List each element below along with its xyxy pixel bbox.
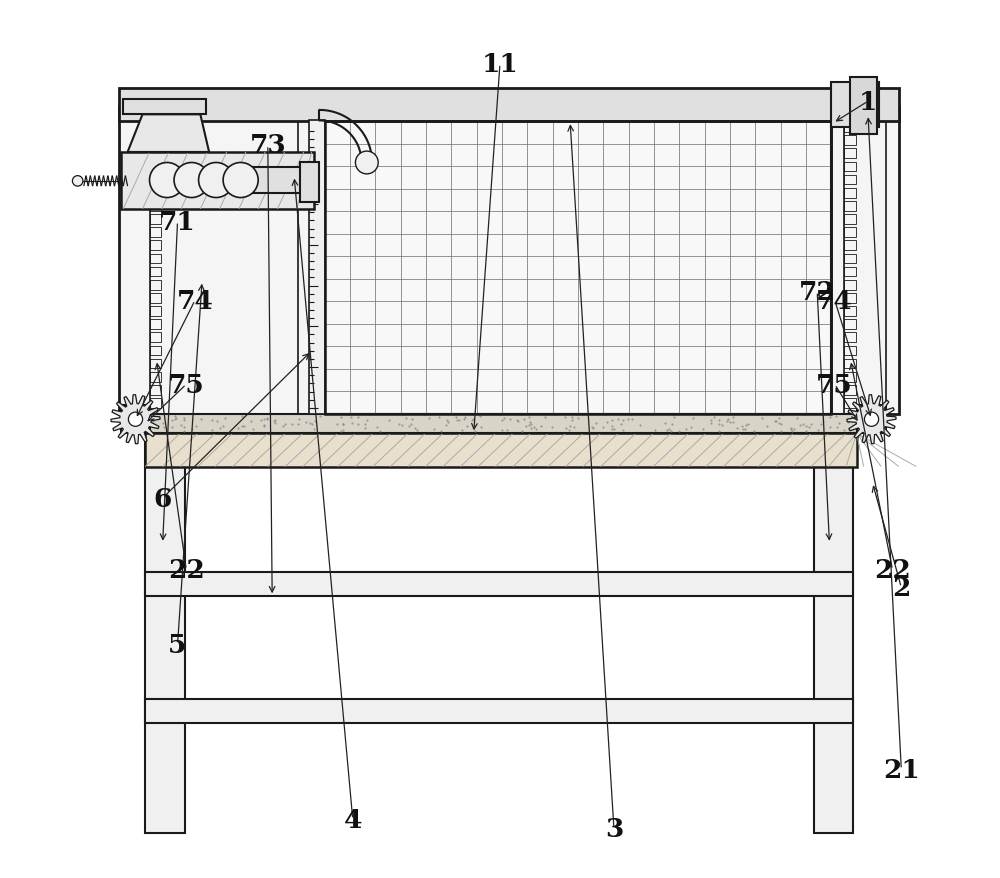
Bar: [150, 136, 161, 146]
Bar: [844, 333, 856, 342]
Text: 11: 11: [482, 52, 518, 77]
Text: 21: 21: [883, 758, 920, 782]
Bar: [325, 122, 831, 414]
Bar: [150, 149, 161, 159]
Bar: [150, 268, 161, 277]
Bar: [831, 106, 899, 414]
Bar: [857, 406, 886, 434]
Circle shape: [174, 163, 209, 198]
Text: 72: 72: [799, 279, 836, 305]
Bar: [150, 346, 161, 356]
Bar: [150, 241, 161, 251]
Bar: [850, 77, 877, 134]
Text: 6: 6: [154, 486, 172, 511]
Bar: [123, 99, 206, 115]
Bar: [150, 123, 161, 133]
Bar: [844, 241, 856, 251]
Bar: [150, 320, 161, 329]
Circle shape: [355, 152, 378, 175]
Text: 3: 3: [605, 816, 623, 841]
Bar: [121, 406, 150, 434]
Bar: [844, 281, 856, 291]
Text: 22: 22: [874, 558, 911, 583]
Bar: [145, 414, 857, 434]
Circle shape: [864, 413, 879, 427]
Bar: [150, 372, 161, 382]
Bar: [150, 255, 161, 264]
Bar: [119, 89, 899, 122]
Polygon shape: [128, 115, 209, 153]
Bar: [150, 189, 161, 198]
Bar: [831, 83, 879, 128]
Bar: [844, 136, 856, 146]
Bar: [150, 215, 161, 225]
Bar: [150, 294, 161, 303]
Bar: [844, 372, 856, 382]
Bar: [300, 163, 319, 203]
Text: 2: 2: [892, 575, 910, 601]
Bar: [844, 346, 856, 356]
Bar: [844, 228, 856, 238]
Bar: [145, 699, 853, 723]
Text: 74: 74: [816, 288, 853, 313]
Bar: [145, 443, 185, 833]
Bar: [844, 320, 856, 329]
Bar: [844, 202, 856, 212]
Bar: [150, 306, 161, 316]
Text: 75: 75: [816, 372, 853, 397]
Bar: [844, 359, 856, 369]
Polygon shape: [111, 395, 160, 444]
Bar: [150, 333, 161, 342]
Bar: [150, 176, 161, 185]
Bar: [844, 255, 856, 264]
Bar: [150, 359, 161, 369]
Circle shape: [223, 163, 258, 198]
Bar: [145, 572, 853, 596]
Bar: [150, 202, 161, 212]
Circle shape: [72, 176, 83, 187]
Bar: [309, 121, 325, 414]
Bar: [844, 215, 856, 225]
Bar: [814, 443, 853, 833]
Text: 4: 4: [344, 807, 362, 832]
Bar: [121, 153, 314, 210]
Bar: [150, 385, 161, 395]
Circle shape: [199, 163, 234, 198]
Bar: [250, 168, 310, 194]
Bar: [150, 399, 161, 408]
Bar: [844, 294, 856, 303]
Bar: [150, 281, 161, 291]
Bar: [844, 306, 856, 316]
Bar: [844, 162, 856, 172]
Text: 71: 71: [159, 210, 196, 234]
Bar: [150, 162, 161, 172]
Circle shape: [128, 413, 143, 427]
Circle shape: [150, 163, 185, 198]
Bar: [844, 385, 856, 395]
Bar: [844, 176, 856, 185]
Text: 75: 75: [168, 372, 205, 397]
Text: 74: 74: [177, 288, 214, 313]
Bar: [844, 189, 856, 198]
Bar: [150, 228, 161, 238]
Text: 5: 5: [168, 632, 187, 657]
Text: 22: 22: [168, 558, 205, 583]
Bar: [844, 399, 856, 408]
Polygon shape: [847, 395, 896, 444]
Bar: [145, 434, 857, 467]
Text: 73: 73: [249, 133, 286, 158]
Text: 1: 1: [859, 90, 877, 114]
Bar: [844, 123, 856, 133]
Bar: [325, 122, 831, 414]
Bar: [844, 149, 856, 159]
Bar: [844, 268, 856, 277]
Bar: [119, 106, 320, 414]
